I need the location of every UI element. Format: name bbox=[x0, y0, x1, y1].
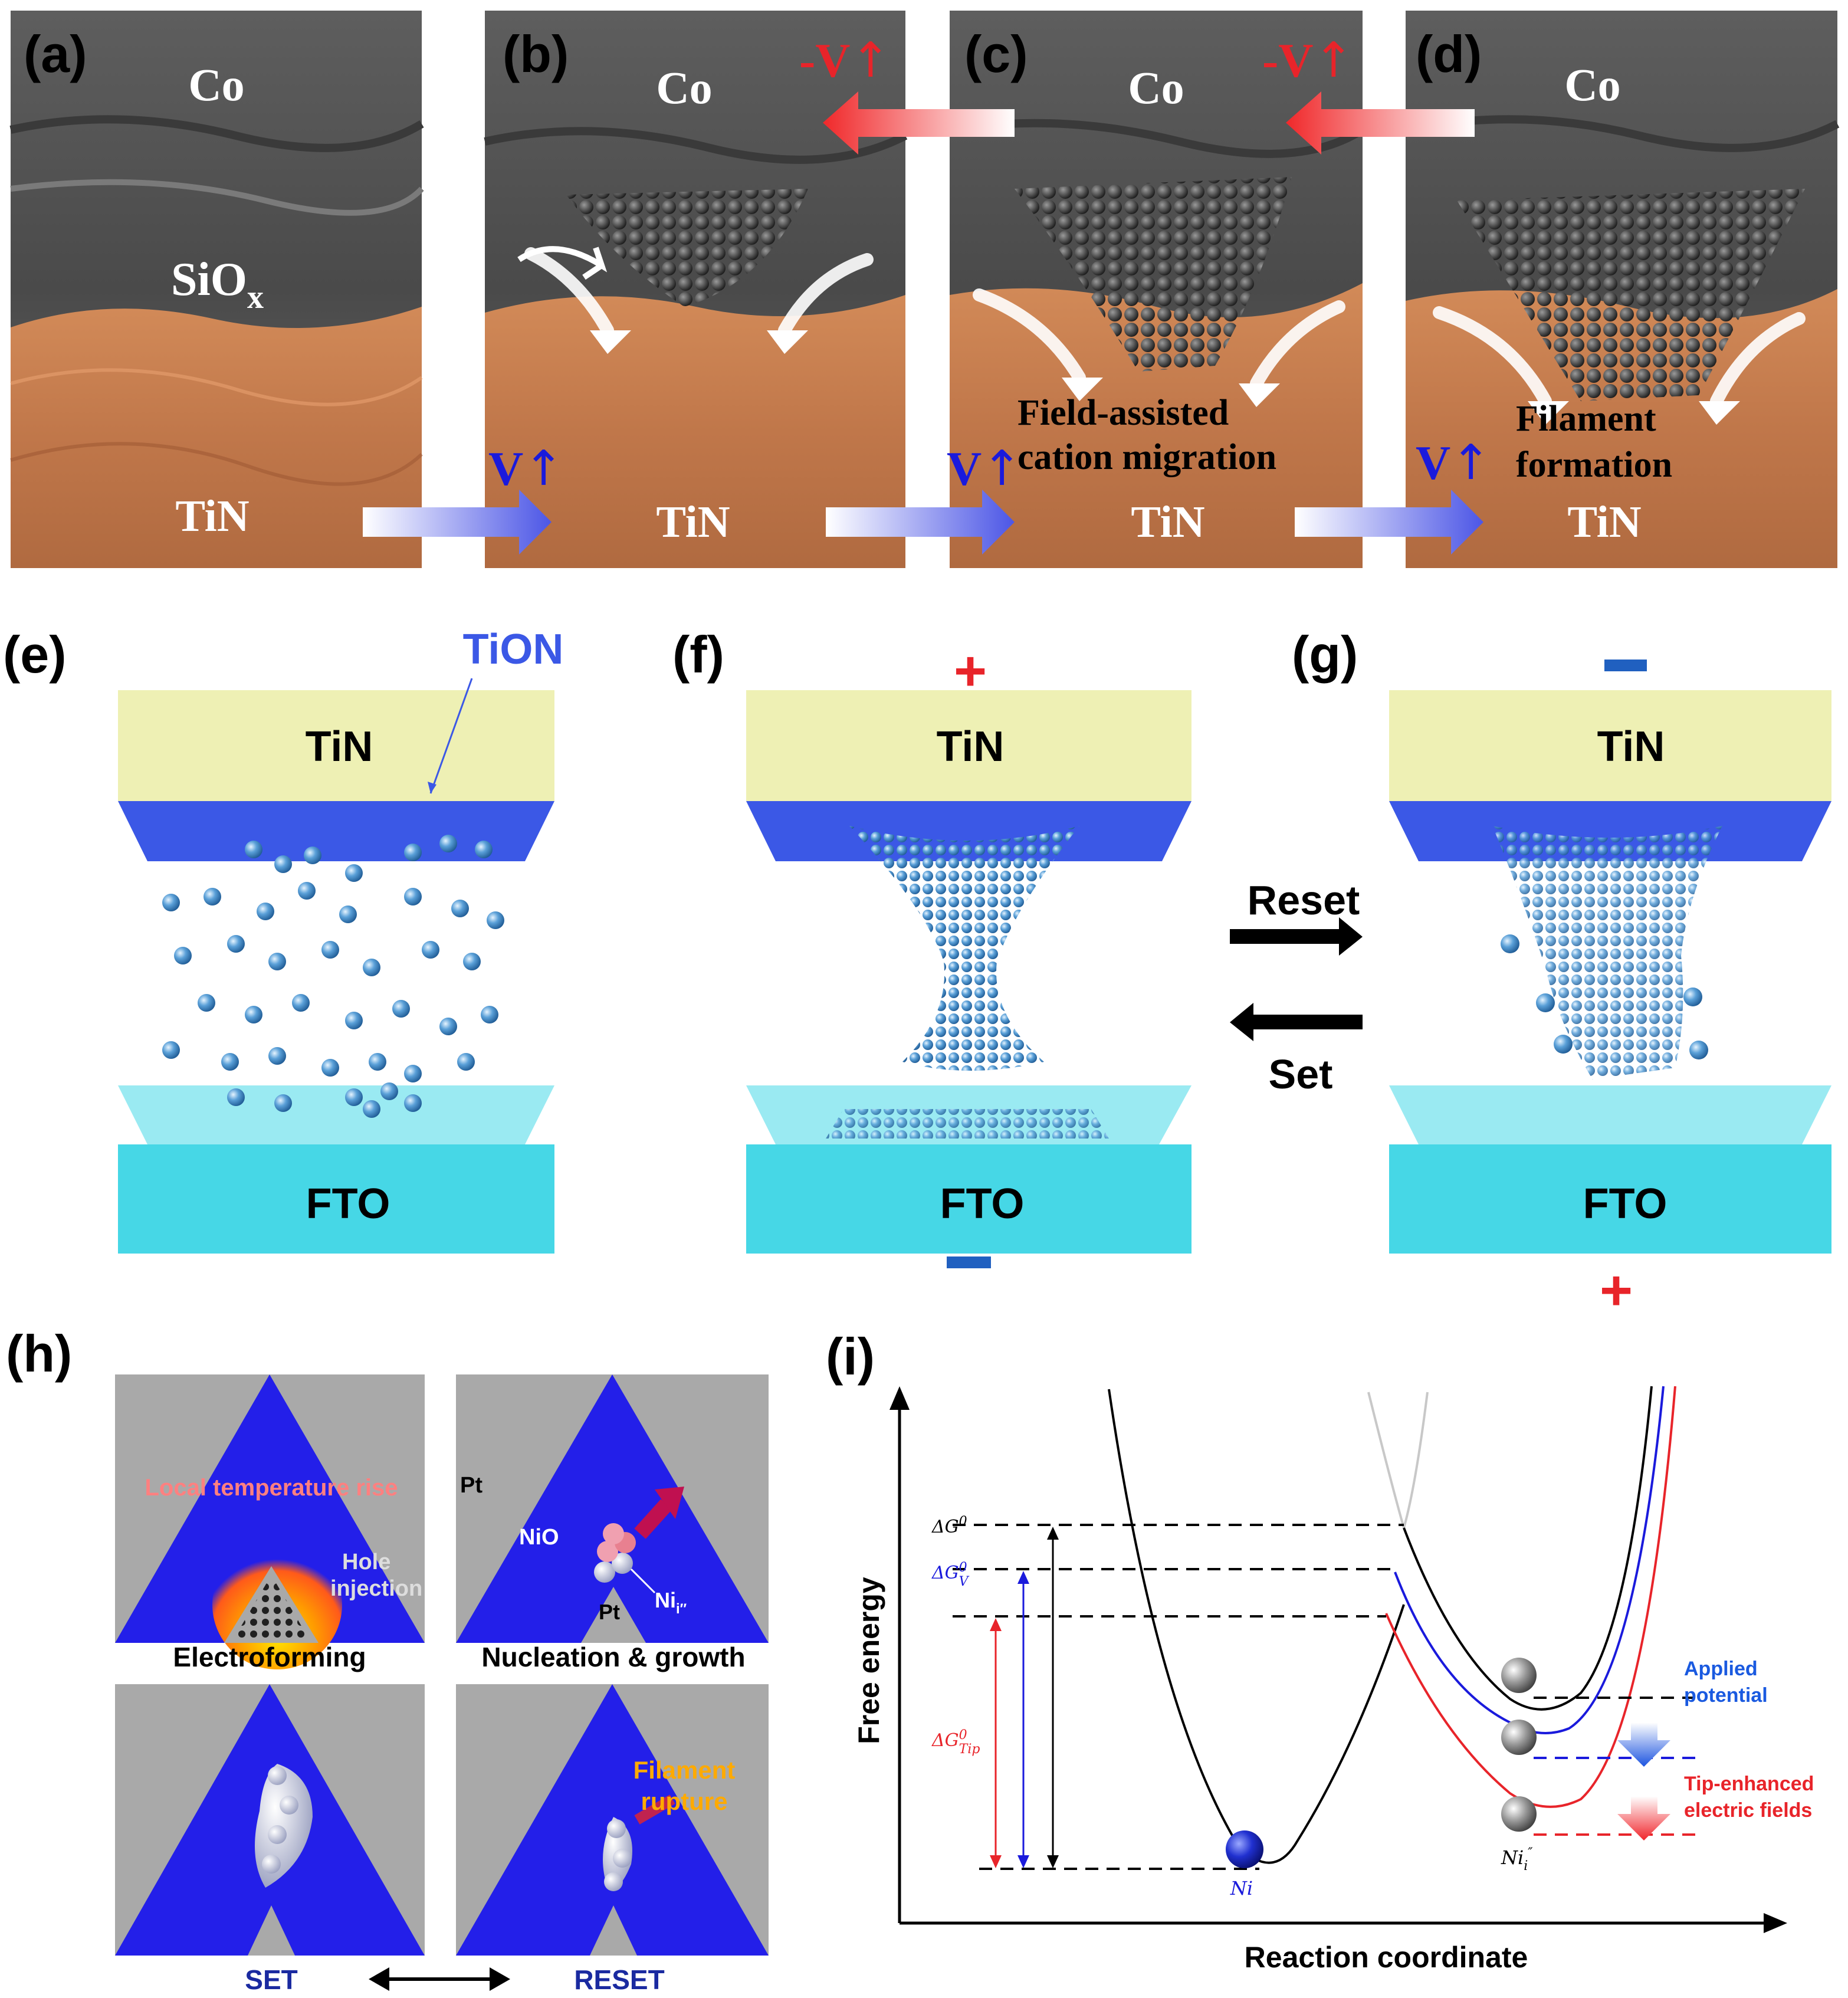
minus-sign-g bbox=[1604, 660, 1647, 671]
label-a: (a) bbox=[24, 25, 87, 83]
injection-label: injection bbox=[330, 1576, 422, 1601]
tin-label-d: TiN bbox=[1567, 497, 1641, 547]
curve-red bbox=[1385, 1386, 1676, 1808]
reset-arrow-icon bbox=[1230, 917, 1363, 956]
reset-caption: RESET bbox=[574, 1964, 664, 1995]
co-label-a: Co bbox=[188, 59, 244, 110]
energy-diagram bbox=[889, 1386, 1787, 1933]
voltage-neg-d: -V↑ bbox=[1262, 32, 1354, 88]
curve-black bbox=[1403, 1386, 1653, 1711]
growth-arrow-icon bbox=[655, 1487, 684, 1519]
panel-c bbox=[948, 11, 1365, 568]
tion-pointer bbox=[429, 678, 473, 794]
label-h: (h) bbox=[6, 1324, 72, 1383]
co-label-d: Co bbox=[1564, 59, 1620, 110]
fto-electrode bbox=[118, 1144, 554, 1254]
label-c: (c) bbox=[964, 25, 1028, 83]
plus-sign-f: + bbox=[954, 639, 987, 703]
tin-label-e: TiN bbox=[306, 723, 373, 770]
filament-line1: Filament bbox=[1516, 399, 1656, 439]
tin-label-g: TiN bbox=[1597, 723, 1665, 770]
left-arrow-icon bbox=[1286, 91, 1475, 155]
tin-label-a: TiN bbox=[175, 491, 249, 541]
right-arrow-icon bbox=[826, 490, 1015, 555]
hole-label: Hole bbox=[342, 1550, 390, 1574]
panel-d bbox=[1404, 11, 1840, 568]
voltage-up-c: V↑ bbox=[947, 441, 1022, 497]
x-axis-label: Reaction coordinate bbox=[1245, 1941, 1528, 1974]
nucleation-caption: Nucleation & growth bbox=[481, 1642, 745, 1672]
pt-label-top: Pt bbox=[460, 1473, 482, 1498]
fto-label-f: FTO bbox=[940, 1180, 1025, 1228]
label-b: (b) bbox=[503, 25, 569, 83]
fto-label-g: FTO bbox=[1583, 1180, 1668, 1228]
panel-f bbox=[746, 690, 1191, 1254]
curve-blue bbox=[1394, 1386, 1665, 1734]
applied-label-1: Applied bbox=[1684, 1658, 1758, 1680]
ni-ion-label: Nii″ bbox=[655, 1588, 687, 1617]
co-label-b: Co bbox=[656, 62, 712, 113]
label-g: (g) bbox=[1292, 625, 1358, 684]
electroforming-caption: Electroforming bbox=[173, 1642, 366, 1672]
voltage-neg-c: -V↑ bbox=[799, 32, 891, 88]
panel-a bbox=[9, 11, 424, 568]
voltage-up-b: V↑ bbox=[488, 441, 564, 497]
plus-sign-g: + bbox=[1600, 1259, 1633, 1322]
tin-electrode bbox=[118, 690, 554, 801]
minus-sign-f bbox=[947, 1256, 991, 1268]
voltage-up-d: V↑ bbox=[1416, 435, 1491, 491]
ruptured-filament bbox=[1492, 826, 1722, 1080]
panel-h-set bbox=[115, 1684, 425, 1956]
tin-label-f: TiN bbox=[937, 723, 1005, 770]
conductive-filament bbox=[849, 826, 1079, 1071]
panel-h-nucleation bbox=[456, 1374, 769, 1643]
tip-label-2: electric fields bbox=[1684, 1799, 1812, 1822]
tion-label: TiON bbox=[463, 626, 564, 673]
set-caption: SET bbox=[245, 1964, 297, 1995]
ni-label: Ni bbox=[1230, 1877, 1253, 1899]
co-label-c: Co bbox=[1128, 62, 1184, 113]
local-temp-label: Local temperature rise bbox=[145, 1475, 398, 1501]
set-arrow-icon bbox=[1230, 1003, 1363, 1041]
dgv-label: ΔG0 V bbox=[931, 1560, 970, 1589]
label-d: (d) bbox=[1416, 25, 1482, 83]
tin-label-b: TiN bbox=[656, 497, 730, 547]
field-assisted-line1: Field-assisted bbox=[1017, 393, 1229, 433]
panel-h-reset bbox=[456, 1684, 769, 1956]
panel-e bbox=[118, 678, 554, 1254]
tin-label-c: TiN bbox=[1131, 497, 1204, 547]
y-axis-label: Free energy bbox=[852, 1577, 885, 1744]
nii-label: Nii″ bbox=[1501, 1846, 1533, 1874]
fto-label-e: FTO bbox=[306, 1180, 390, 1228]
filament-rupture-line1: Filament bbox=[633, 1756, 736, 1784]
filament-rupture-line2: rupture bbox=[641, 1787, 728, 1815]
panel-h-electroforming bbox=[115, 1374, 425, 1669]
label-e: (e) bbox=[3, 625, 67, 684]
field-assisted-line2: cation migration bbox=[1017, 437, 1276, 477]
applied-label-2: potential bbox=[1684, 1684, 1768, 1707]
filament-line2: formation bbox=[1516, 445, 1672, 485]
applied-potential-arrow-icon bbox=[1617, 1723, 1670, 1767]
set-label: Set bbox=[1269, 1051, 1333, 1097]
ni-atom bbox=[1226, 1830, 1263, 1868]
panel-b bbox=[484, 11, 908, 568]
left-arrow-icon bbox=[823, 91, 1015, 155]
right-arrow-icon bbox=[363, 490, 552, 555]
siox-label: SiOx bbox=[171, 254, 264, 316]
right-arrow-icon bbox=[1295, 490, 1483, 555]
tip-label-1: Tip-enhanced bbox=[1684, 1773, 1814, 1795]
dg0-label: ΔG0 bbox=[931, 1514, 967, 1537]
dgtip-label: ΔG0 Tip bbox=[931, 1728, 980, 1757]
panel-g bbox=[1389, 690, 1831, 1254]
ion-cloud bbox=[162, 835, 504, 1118]
label-f: (f) bbox=[672, 625, 724, 684]
reset-label: Reset bbox=[1248, 877, 1360, 923]
tip-field-arrow-icon bbox=[1617, 1796, 1670, 1840]
label-i: (i) bbox=[826, 1327, 875, 1386]
pt-label-tip: Pt bbox=[599, 1600, 620, 1624]
nio-label: NiO bbox=[519, 1525, 559, 1550]
